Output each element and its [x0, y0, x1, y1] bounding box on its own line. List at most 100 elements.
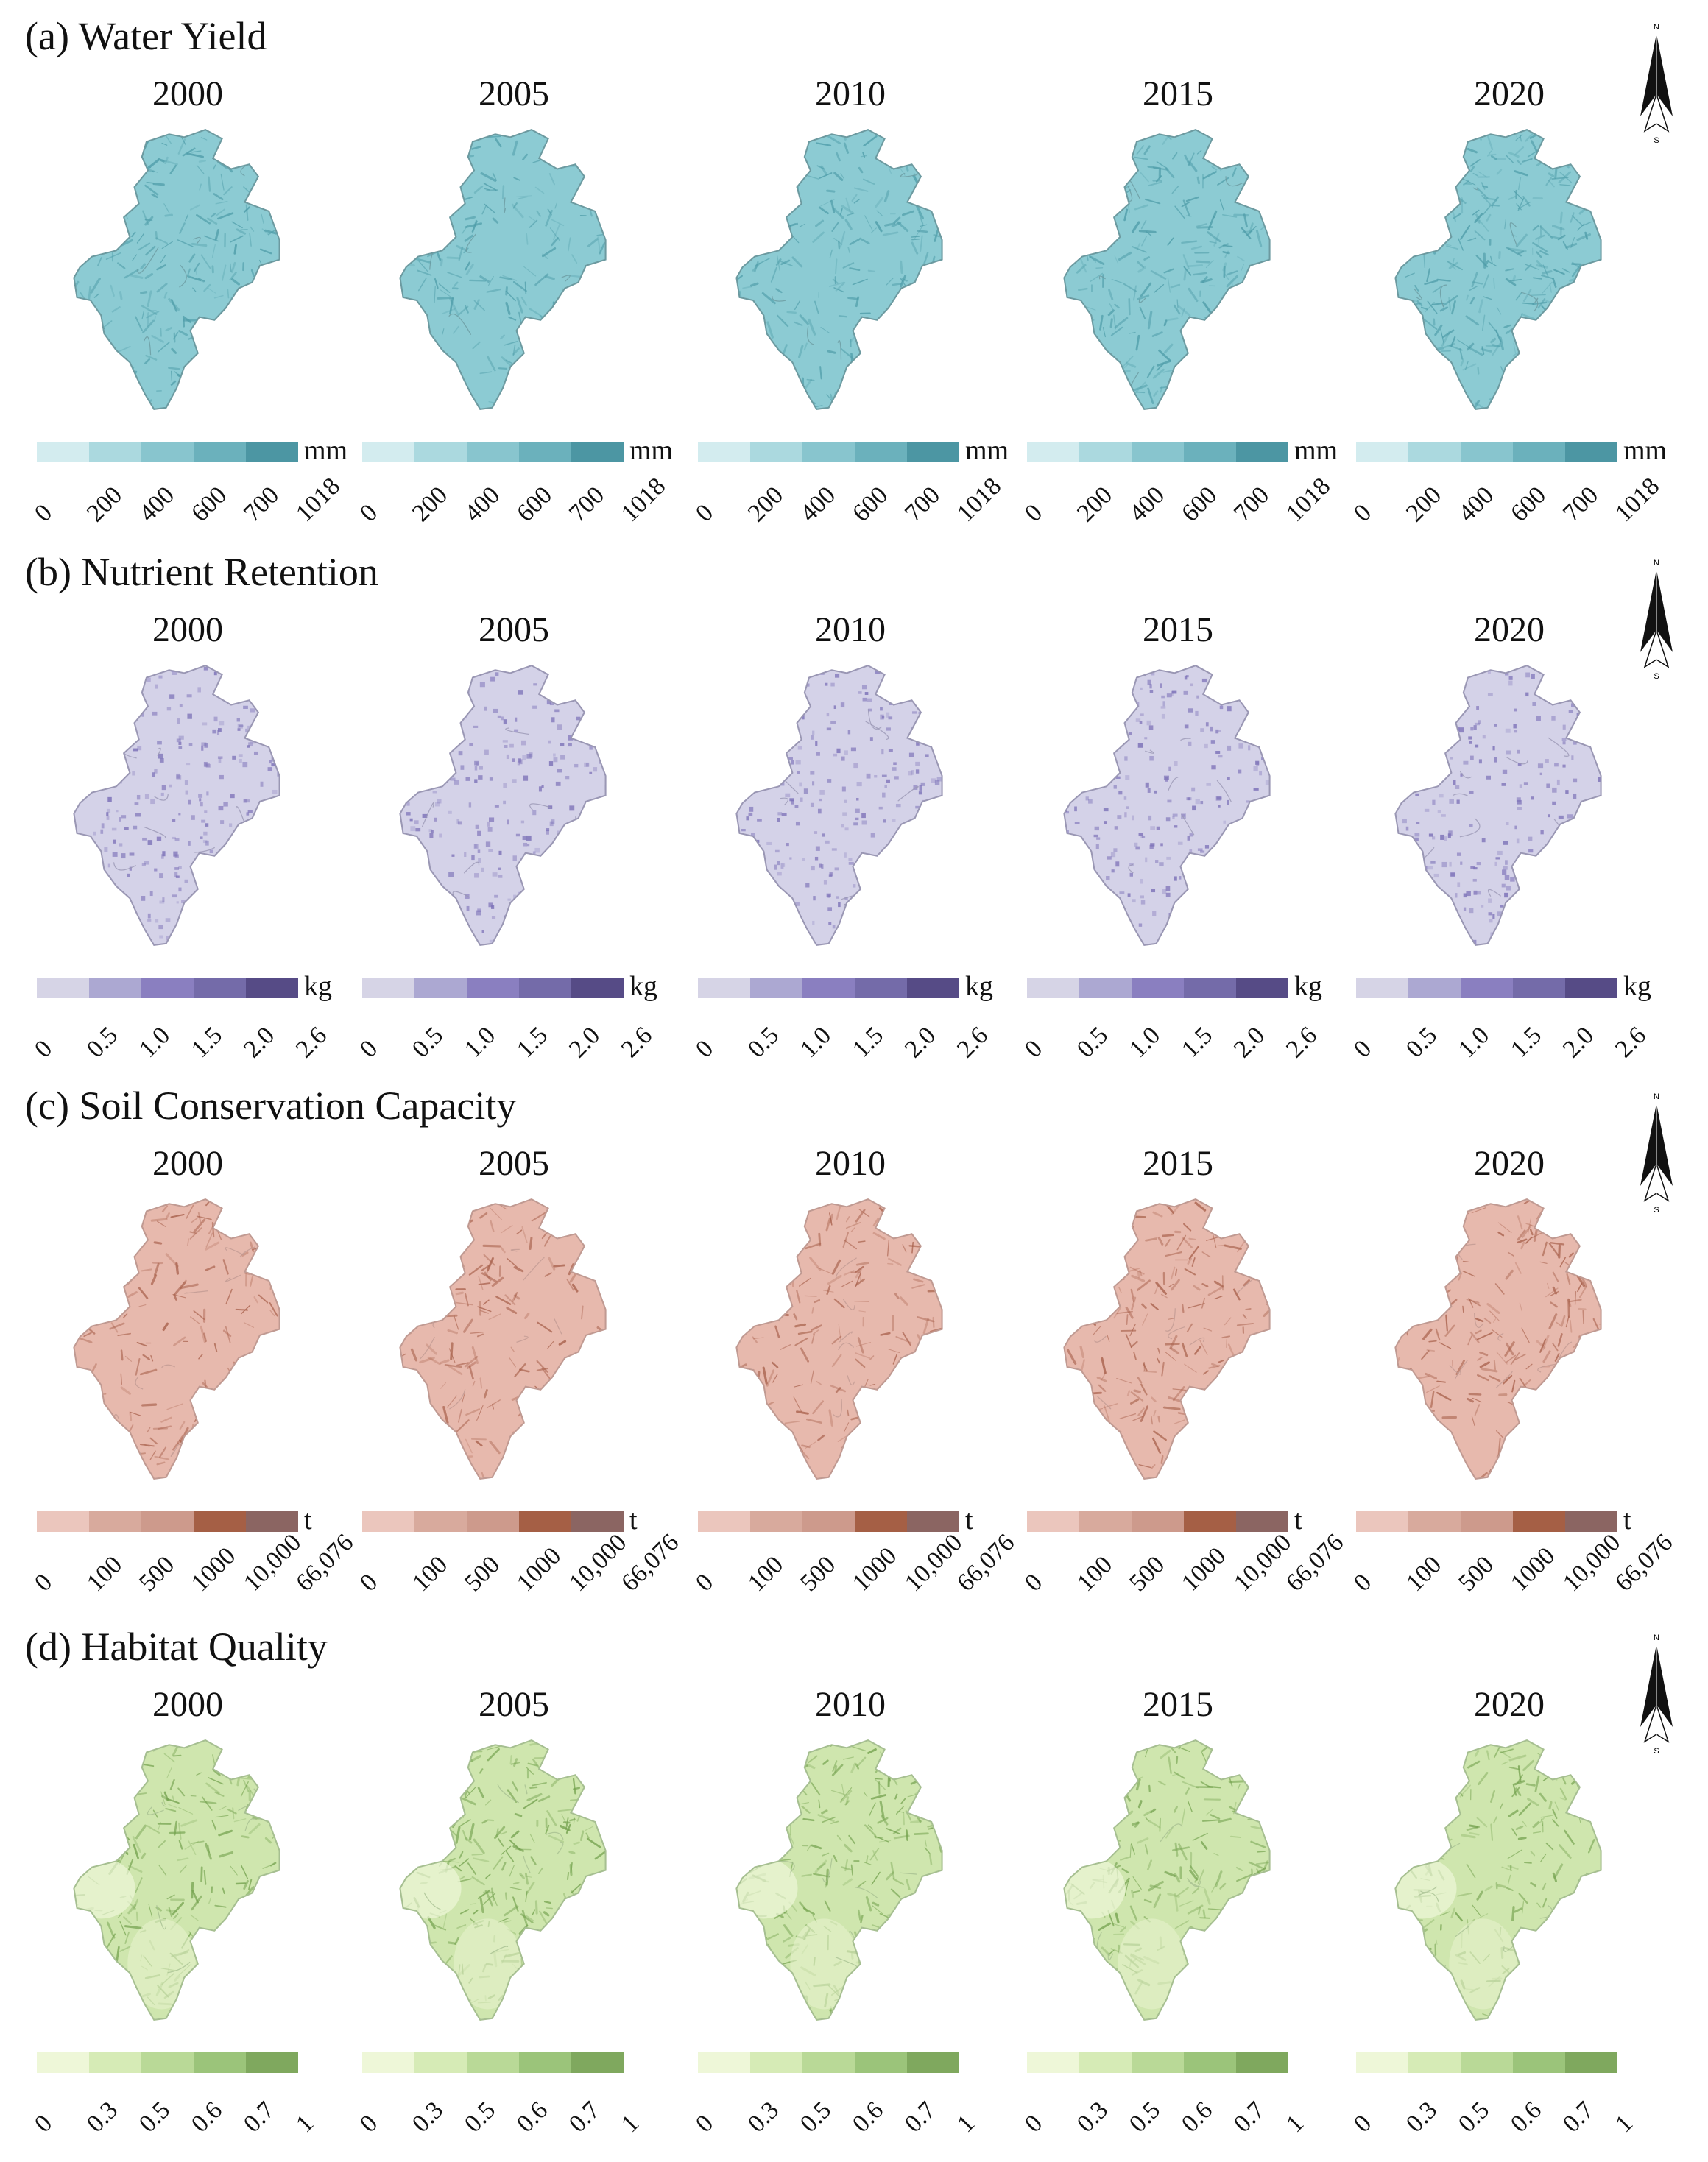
legend-color-bar	[698, 978, 959, 998]
legend-swatch	[802, 2052, 855, 2073]
legend-color-bar	[1356, 1511, 1617, 1532]
legend-tick-label: 0	[1349, 498, 1377, 528]
legend-tick-label: 200	[82, 481, 128, 528]
legend-swatch	[1132, 1511, 1184, 1532]
year-label: 2015	[1143, 610, 1213, 649]
region-fill	[1064, 130, 1270, 409]
region-map	[735, 664, 943, 946]
legend-tick-label: 0	[691, 2109, 719, 2138]
year-label: 2015	[1143, 1144, 1213, 1183]
legend-tick-label: 0.5	[1401, 1021, 1443, 1064]
region-boundary	[399, 128, 607, 410]
legend-swatch	[37, 1511, 89, 1532]
legend-tick-label: 2.0	[239, 1021, 280, 1064]
region-map	[73, 128, 280, 410]
legend-tick-label: 10,000	[1229, 1528, 1297, 1597]
legend-color-bar	[37, 2052, 298, 2073]
legend-tick-label: 200	[1072, 481, 1118, 528]
legend-tick-label: 66,076	[291, 1528, 359, 1597]
legend-swatch	[141, 978, 194, 998]
region-boundary	[399, 664, 607, 946]
legend-swatch	[750, 978, 802, 998]
region-fill	[1064, 1199, 1270, 1479]
legend-tick-label: 0.5	[1453, 2096, 1495, 2138]
legend-tick-label: 1	[616, 2109, 645, 2138]
legend-swatch	[907, 1511, 959, 1532]
region-map	[399, 1198, 607, 1480]
legend-tick-label: 1.0	[1124, 1021, 1166, 1064]
south-letter: S	[1654, 1206, 1659, 1215]
legend-tick-label: 700	[900, 481, 946, 528]
legend-tick-label: 0	[29, 1034, 58, 1064]
legend-swatch	[467, 442, 519, 462]
legend-swatch	[1565, 442, 1617, 462]
legend-tick-label: 500	[795, 1550, 841, 1597]
legend-unit: mm	[1294, 435, 1338, 466]
legend-swatch	[194, 2052, 246, 2073]
legend-swatch	[246, 2052, 298, 2073]
legend-color-bar	[1027, 442, 1288, 462]
legend-swatch	[141, 442, 194, 462]
year-label: 2005	[479, 74, 549, 113]
north-letter: N	[1654, 1092, 1659, 1101]
region-boundary	[73, 1739, 280, 2021]
region-fill	[1395, 1740, 1601, 2020]
legend-swatch	[907, 2052, 959, 2073]
region-fill	[400, 130, 606, 409]
legend-tick-label: 600	[186, 481, 233, 528]
legend-tick-label: 0	[29, 2109, 58, 2138]
legend-swatch	[1236, 442, 1288, 462]
year-label: 2010	[815, 1685, 886, 1724]
year-label: 2005	[479, 1685, 549, 1724]
year-label: 2000	[152, 610, 223, 649]
legend-tick-label: 66,076	[616, 1528, 685, 1597]
legend-swatch	[467, 2052, 519, 2073]
legend-tick-label: 1.5	[1506, 1021, 1548, 1064]
legend-tick-label: 1000	[512, 1541, 567, 1597]
legend-tick-label: 0	[1349, 2109, 1377, 2138]
legend-tick-label: 0.3	[743, 2096, 785, 2138]
legend-swatch	[1513, 2052, 1565, 2073]
region-fill	[736, 1199, 942, 1479]
legend-unit: kg	[1623, 971, 1651, 1002]
legend-tick-label: 400	[1453, 481, 1500, 528]
north-arrow-icon: NS	[1640, 23, 1673, 145]
legend-swatch	[467, 978, 519, 998]
legend-tick-label: 0.3	[82, 2096, 124, 2138]
legend-swatch	[1132, 442, 1184, 462]
legend-tick-label: 10,000	[1558, 1528, 1626, 1597]
legend-color-bar	[37, 1511, 298, 1532]
legend-color-bar	[698, 442, 959, 462]
legend-swatch	[855, 978, 907, 998]
legend-swatch	[194, 1511, 246, 1532]
region-boundary	[73, 1198, 280, 1480]
legend-unit: t	[629, 1505, 638, 1536]
region-map	[1394, 1739, 1602, 2021]
year-label: 2010	[815, 610, 886, 649]
legend-swatch	[1513, 978, 1565, 998]
north-arrow-icon: NS	[1640, 1633, 1673, 1756]
legend-swatch	[519, 978, 571, 998]
region-map	[1394, 128, 1602, 410]
legend-swatch	[1408, 2052, 1461, 2073]
legend-color-bar	[362, 978, 624, 998]
legend-swatch	[89, 442, 141, 462]
legend-tick-label: 100	[1401, 1550, 1447, 1597]
year-label: 2015	[1143, 74, 1213, 113]
legend-unit: kg	[629, 971, 657, 1002]
legend-swatch	[907, 442, 959, 462]
region-map	[735, 1739, 943, 2021]
legend-swatch	[519, 2052, 571, 2073]
legend-tick-label: 2.6	[1610, 1021, 1652, 1064]
legend-unit: kg	[304, 971, 332, 1002]
legend-tick-label: 1018	[616, 472, 671, 528]
legend-tick-label: 0	[691, 1034, 719, 1064]
region-boundary	[73, 128, 280, 410]
region-boundary	[1063, 1198, 1271, 1480]
legend-tick-label: 0.5	[1124, 2096, 1166, 2138]
legend-tick-label: 0.7	[1558, 2096, 1600, 2138]
legend-tick-label: 0.5	[134, 2096, 176, 2138]
legend-tick-label: 1000	[1506, 1541, 1561, 1597]
legend-tick-label: 0.3	[1072, 2096, 1114, 2138]
legend-swatch	[750, 442, 802, 462]
